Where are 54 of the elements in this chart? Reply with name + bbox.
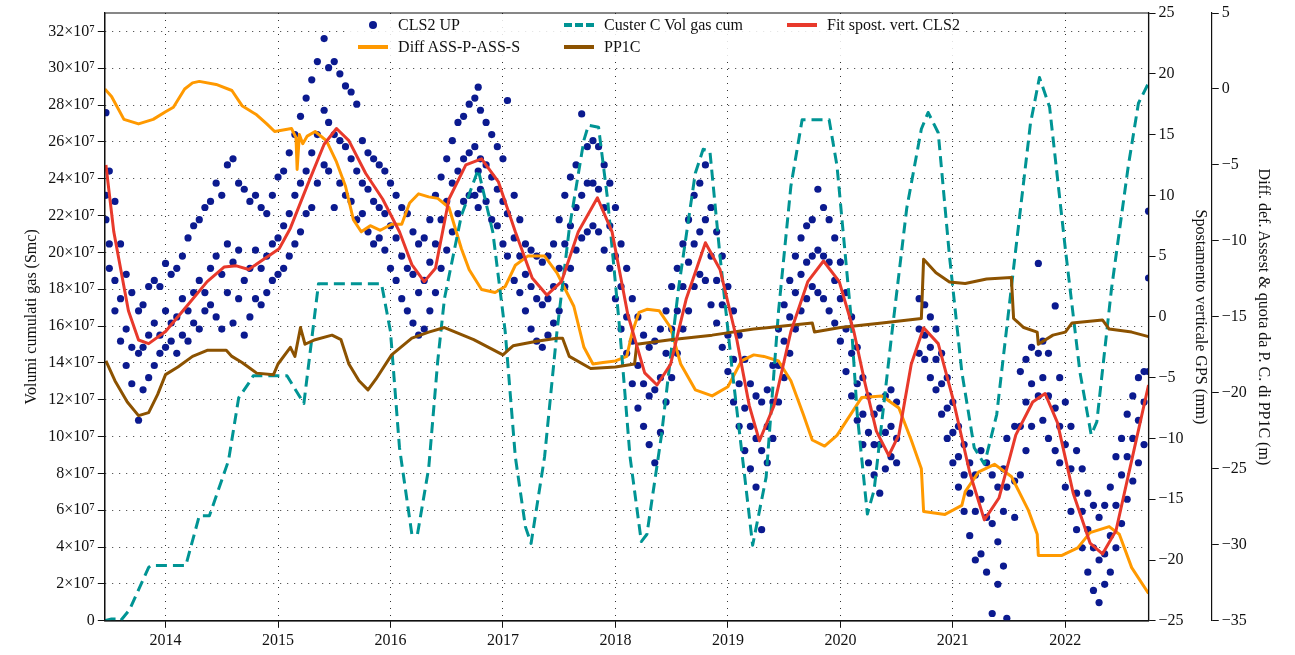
y-tick-label: 8×10⁷: [56, 463, 95, 481]
x-tick-label: 2020: [824, 630, 857, 648]
x-tick-label: 2017: [486, 630, 519, 648]
y-tick-label: 32×10⁷: [48, 21, 95, 39]
y2-tick-label: −25: [1158, 611, 1184, 628]
y3-tick-label: −15: [1221, 307, 1247, 325]
y-tick-label: 20×10⁷: [48, 242, 95, 260]
y-tick-label: 2×10⁷: [56, 574, 95, 592]
y-axis-title: Volumi cumulati gas (Smc): [21, 229, 40, 405]
x-tick-label: 2018: [599, 630, 632, 648]
y2-tick-label: 0: [1158, 307, 1167, 325]
y3-tick-label: −35: [1221, 611, 1247, 628]
y2-tick-label: −15: [1158, 489, 1184, 507]
y-tick-label: 22×10⁷: [48, 205, 95, 223]
x-tick-label: 2022: [1049, 630, 1082, 648]
y-tick-label: 12×10⁷: [48, 389, 95, 407]
y-tick-label: 26×10⁷: [48, 132, 95, 150]
y-tick-label: 14×10⁷: [48, 353, 95, 371]
y2-axis-title: Spostamento verticale GPS (mm): [1191, 209, 1210, 425]
y2-tick-label: −20: [1158, 550, 1184, 568]
legend-label: CLS2 UP: [398, 16, 460, 34]
legend-label: Fit spost. vert. CLS2: [827, 16, 960, 34]
x-tick-label: 2021: [936, 630, 969, 648]
legend-label: Custer C Vol gas cum: [604, 16, 744, 34]
legend-label: PP1C: [604, 38, 641, 56]
x-tick-label: 2015: [262, 630, 295, 648]
y-tick-label: 18×10⁷: [48, 279, 95, 297]
x-tick-label: 2014: [149, 630, 182, 648]
y-tick-label: 30×10⁷: [48, 58, 95, 76]
y3-tick-label: −20: [1221, 383, 1247, 401]
y2-tick-label: 15: [1158, 124, 1175, 142]
x-tick-label: 2016: [374, 630, 407, 648]
y-tick-label: 24×10⁷: [48, 168, 95, 186]
y-tick-label: 4×10⁷: [56, 537, 95, 555]
y3-tick-label: −10: [1221, 231, 1247, 249]
y-tick-label: 28×10⁷: [48, 95, 95, 113]
y2-tick-label: 5: [1158, 246, 1167, 264]
y3-tick-label: −25: [1221, 459, 1247, 477]
y3-tick-label: 0: [1221, 79, 1230, 97]
y3-axis-title: Diff. def. Assest & quota da P. C. di PP1C (m): [1255, 168, 1274, 466]
legend-label: Diff ASS-P-ASS-S: [398, 38, 521, 56]
y-tick-label: 16×10⁷: [48, 316, 95, 334]
y-tick-label: 6×10⁷: [56, 500, 95, 518]
y3-tick-label: −30: [1221, 535, 1247, 553]
y-tick-label: 0: [86, 611, 95, 628]
y-tick-label: 10×10⁷: [48, 426, 95, 444]
x-tick-label: 2019: [711, 630, 744, 648]
y2-tick-label: 10: [1158, 185, 1175, 203]
y2-tick-label: 20: [1158, 63, 1175, 81]
y2-tick-label: −5: [1158, 367, 1176, 385]
y3-tick-label: −5: [1221, 155, 1239, 173]
y2-tick-label: 25: [1158, 3, 1175, 21]
y2-tick-label: −10: [1158, 428, 1184, 446]
y3-tick-label: 5: [1221, 3, 1230, 21]
